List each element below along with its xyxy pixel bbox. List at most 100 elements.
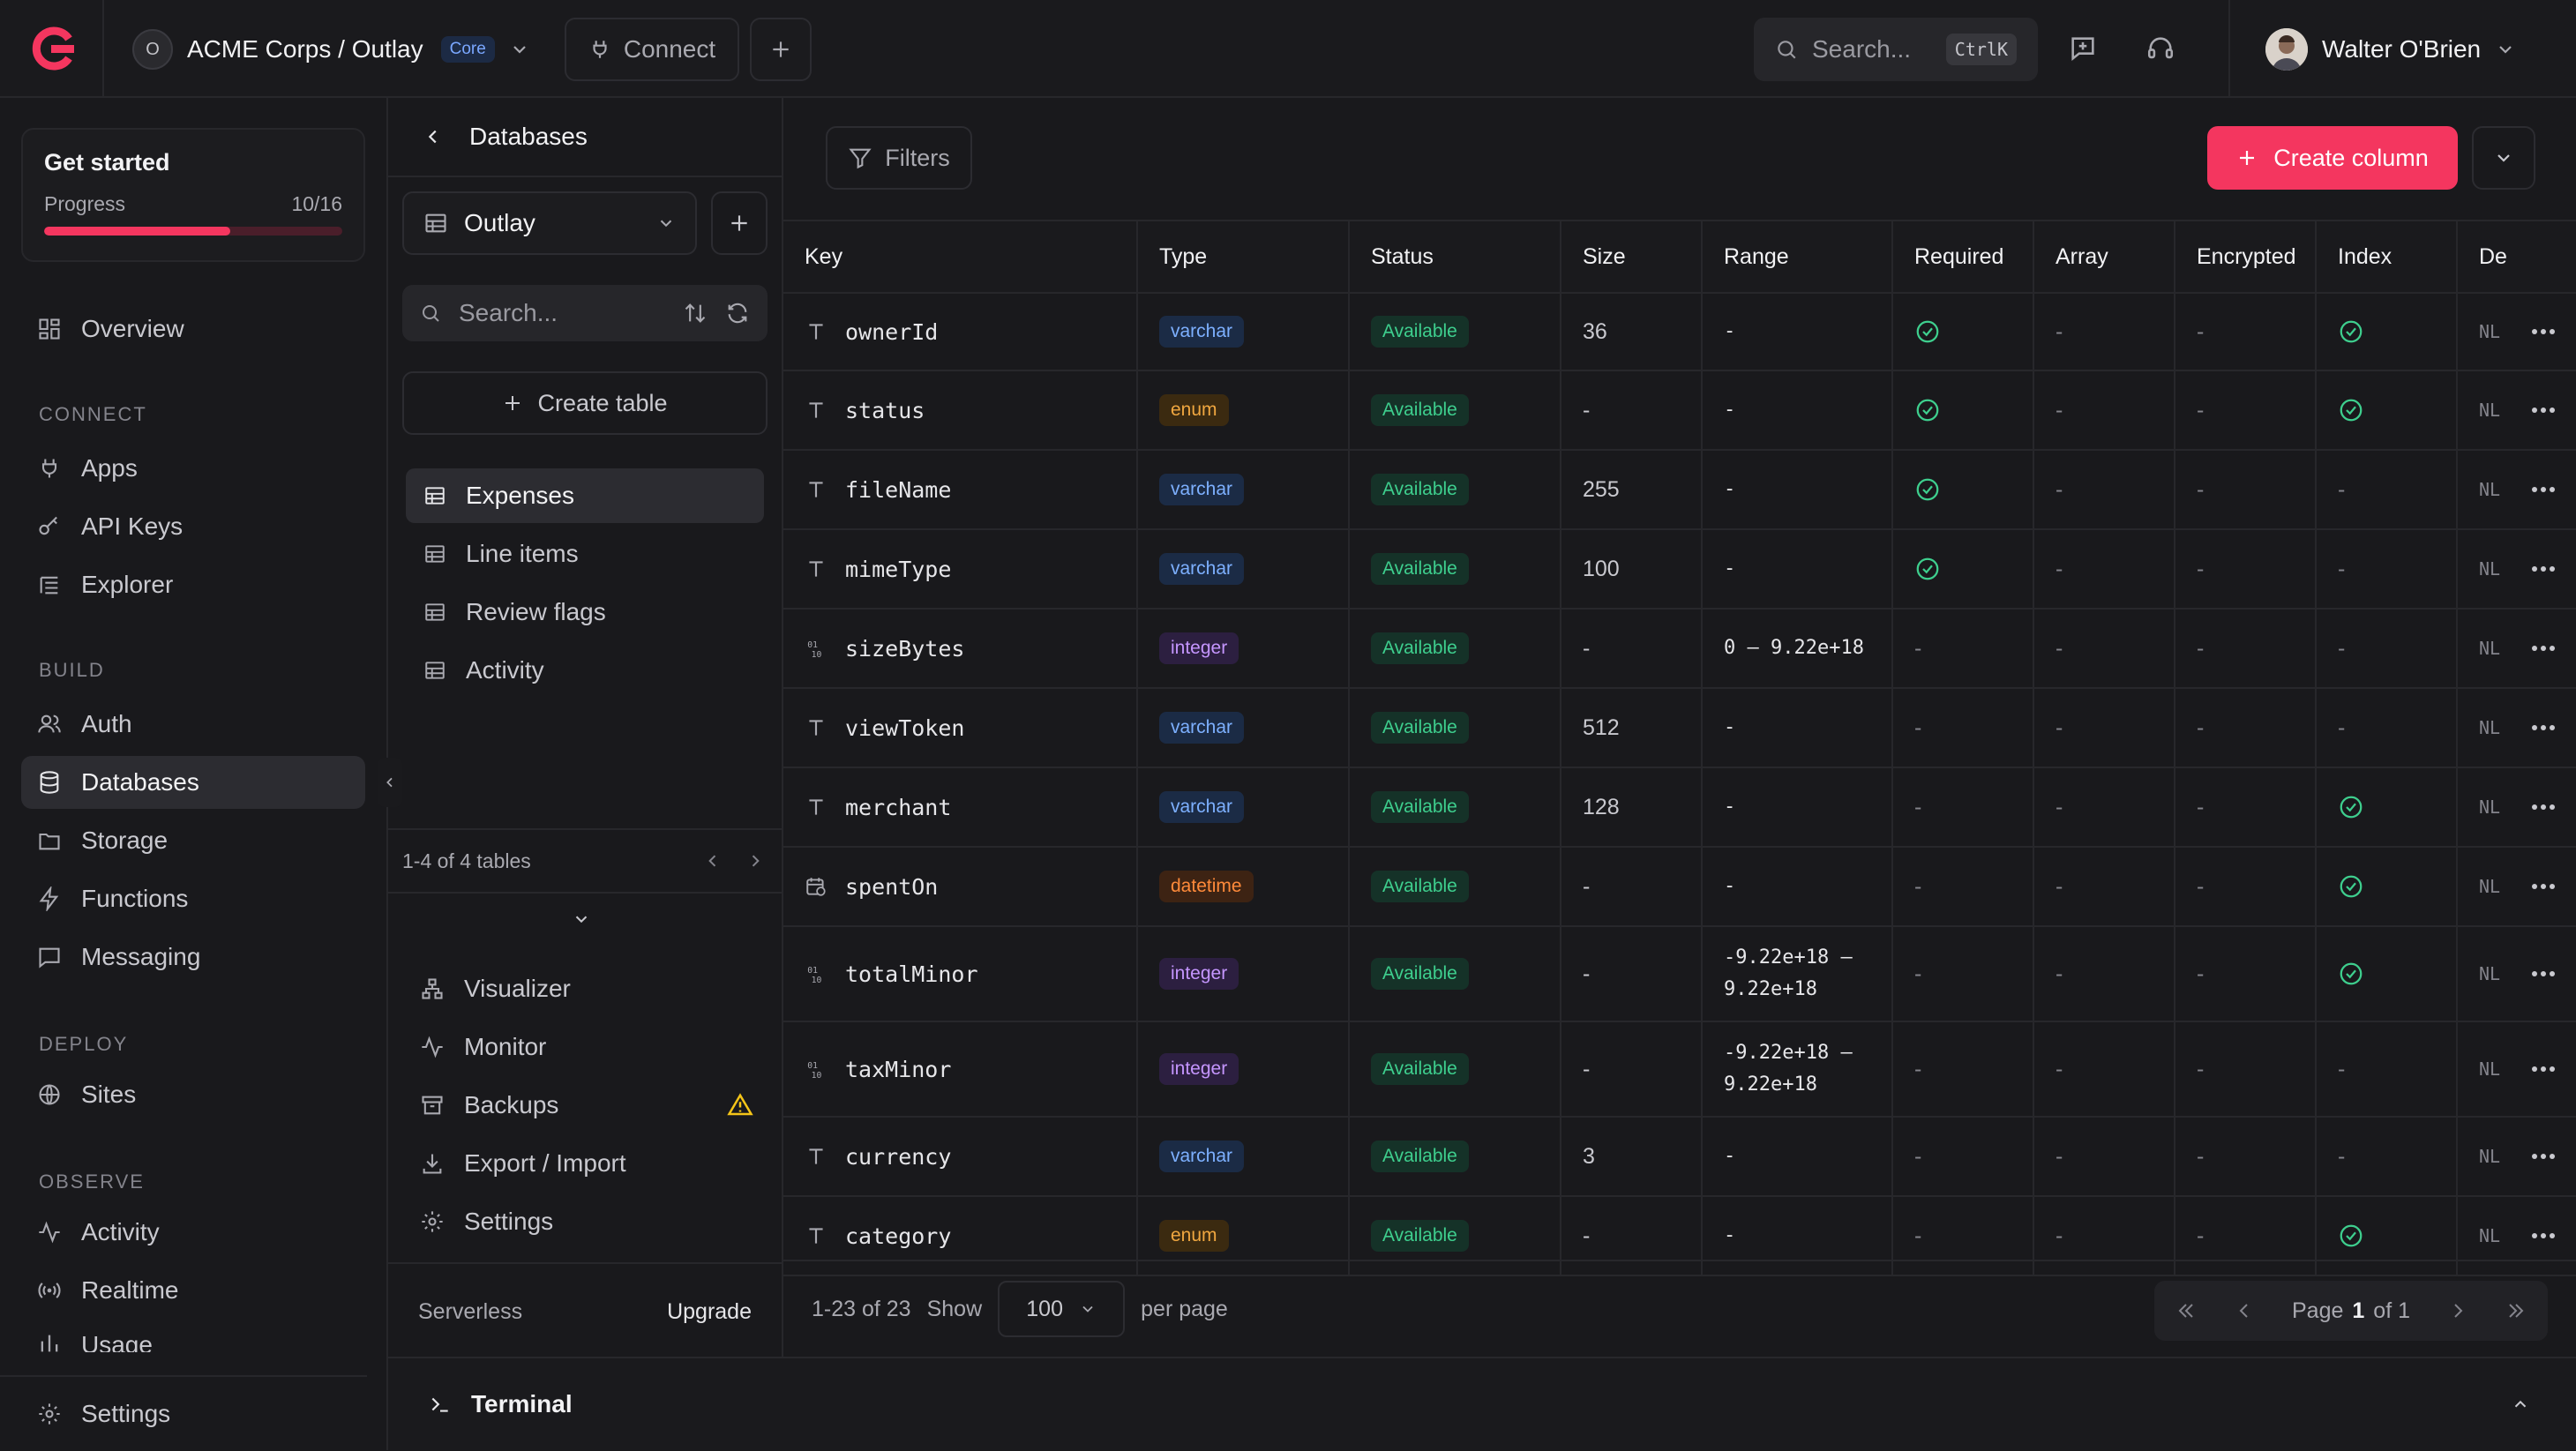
table-row[interactable]: spentOn datetime Available - - - - - NL: [783, 848, 2576, 927]
cell-key[interactable]: viewToken: [783, 689, 1138, 767]
header-array[interactable]: Array: [2034, 221, 2175, 292]
collapse-tools-chevron-icon[interactable]: [572, 909, 591, 929]
sidebar-item-storage[interactable]: Storage: [21, 814, 365, 867]
row-menu-icon[interactable]: [2518, 1197, 2557, 1275]
refresh-icon[interactable]: [725, 301, 750, 325]
back-chevron-icon[interactable]: [423, 127, 443, 146]
table-row[interactable]: merchant varchar Available 128 - - - - NL: [783, 768, 2576, 848]
support-button[interactable]: [2138, 26, 2183, 71]
table-row[interactable]: fileName varchar Available 255 - - - - NL: [783, 451, 2576, 530]
chevron-left-icon[interactable]: [704, 852, 722, 870]
cell-key[interactable]: currency: [783, 1118, 1138, 1195]
cell-key[interactable]: category: [783, 1197, 1138, 1275]
global-search[interactable]: Search... CtrlK: [1754, 18, 2038, 81]
sidebar-item-usage[interactable]: Usage: [21, 1322, 365, 1352]
create-column-menu-button[interactable]: [2472, 126, 2535, 190]
add-database-button[interactable]: [711, 191, 768, 255]
upgrade-link[interactable]: Upgrade: [667, 1298, 752, 1324]
header-encrypted[interactable]: Encrypted: [2175, 221, 2317, 292]
org-switcher[interactable]: O ACME Corps / Outlay Core: [132, 25, 530, 74]
table-row[interactable]: 01 10 totalMinor integer Available - -9.22e+18…: [783, 927, 2576, 1022]
last-page-icon[interactable]: [2505, 1300, 2527, 1321]
header-size[interactable]: Size: [1561, 221, 1703, 292]
header-status[interactable]: Status: [1350, 221, 1561, 292]
next-page-icon[interactable]: [2447, 1300, 2468, 1321]
tool-export-import[interactable]: Export / Import: [420, 1137, 764, 1190]
table-row[interactable]: currency varchar Available 3 - - - - - NL: [783, 1118, 2576, 1197]
sidebar-item-auth[interactable]: Auth: [21, 698, 365, 751]
add-button[interactable]: [750, 18, 812, 81]
tool-monitor[interactable]: Monitor: [420, 1021, 764, 1073]
row-menu-icon[interactable]: [2518, 1118, 2557, 1195]
row-menu-icon[interactable]: [2518, 371, 2557, 449]
sidebar-item-messaging[interactable]: Messaging: [21, 931, 365, 984]
connect-button[interactable]: Connect: [565, 18, 739, 81]
row-menu-icon[interactable]: [2518, 530, 2557, 608]
cell-key[interactable]: status: [783, 371, 1138, 449]
sort-icon[interactable]: [683, 301, 708, 325]
table-row[interactable]: category enum Available - - - - - NL: [783, 1197, 2576, 1276]
table-row[interactable]: 01 10 sizeBytes integer Available - 0 – 9.22e+…: [783, 610, 2576, 689]
header-required[interactable]: Required: [1893, 221, 2034, 292]
header-key[interactable]: Key: [783, 221, 1138, 292]
row-menu-icon[interactable]: [2518, 848, 2557, 925]
sidebar-item-api-keys[interactable]: API Keys: [21, 500, 365, 553]
row-menu-icon[interactable]: [2518, 451, 2557, 528]
collapse-sidebar-button[interactable]: [378, 758, 402, 807]
sidebar-item-functions[interactable]: Functions: [21, 872, 365, 925]
table-item-expenses[interactable]: Expenses: [406, 468, 764, 523]
row-menu-icon[interactable]: [2518, 1022, 2557, 1116]
terminal-bar[interactable]: Terminal: [388, 1357, 2576, 1450]
sidebar-item-apps[interactable]: Apps: [21, 442, 365, 495]
create-table-button[interactable]: Create table: [402, 371, 768, 435]
table-row[interactable]: mimeType varchar Available 100 - - - - NL: [783, 530, 2576, 610]
cell-key[interactable]: 01 10 taxMinor: [783, 1022, 1138, 1116]
sidebar-item-databases[interactable]: Databases: [21, 756, 365, 809]
table-row[interactable]: 01 10 taxMinor integer Available - -9.22e+18 –…: [783, 1022, 2576, 1118]
sidebar-item-realtime[interactable]: Realtime: [21, 1264, 365, 1317]
tool-settings[interactable]: Settings: [420, 1195, 764, 1248]
per-page-select[interactable]: 100: [998, 1281, 1126, 1337]
row-menu-icon[interactable]: [2518, 689, 2557, 767]
table-row[interactable]: viewToken varchar Available 512 - - - - - NL: [783, 689, 2576, 768]
prev-page-icon[interactable]: [2234, 1300, 2255, 1321]
create-column-button[interactable]: Create column: [2207, 126, 2458, 190]
header-type[interactable]: Type: [1138, 221, 1350, 292]
cell-key[interactable]: mimeType: [783, 530, 1138, 608]
feedback-button[interactable]: [2061, 26, 2105, 71]
cell-key[interactable]: merchant: [783, 768, 1138, 846]
table-item-review-flags[interactable]: Review flags: [406, 585, 764, 639]
table-item-activity[interactable]: Activity: [406, 643, 764, 698]
cell-key[interactable]: 01 10 sizeBytes: [783, 610, 1138, 687]
sidebar-item-sites[interactable]: Sites: [21, 1068, 365, 1121]
tool-backups[interactable]: Backups: [420, 1079, 764, 1132]
table-search-input[interactable]: Search...: [402, 285, 768, 341]
cell-key[interactable]: fileName: [783, 451, 1138, 528]
header-index[interactable]: Index: [2317, 221, 2458, 292]
user-menu[interactable]: Walter O'Brien: [2265, 23, 2516, 76]
row-menu-icon[interactable]: [2518, 610, 2557, 687]
tool-visualizer[interactable]: Visualizer: [420, 962, 764, 1015]
header-default[interactable]: De: [2479, 243, 2507, 269]
brand-logo-icon[interactable]: [28, 26, 78, 71]
get-started-card[interactable]: Get started Progress 10/16: [21, 128, 365, 262]
sidebar-item-explorer[interactable]: Explorer: [21, 558, 365, 611]
chevron-up-icon[interactable]: [2511, 1395, 2530, 1414]
sidebar-item-overview[interactable]: Overview: [21, 303, 365, 355]
first-page-icon[interactable]: [2175, 1300, 2197, 1321]
database-select[interactable]: Outlay: [402, 191, 697, 255]
table-row[interactable]: status enum Available - - - - NL: [783, 371, 2576, 451]
sidebar-item-activity[interactable]: Activity: [21, 1206, 365, 1259]
cell-key[interactable]: ownerId: [783, 294, 1138, 370]
table-item-line-items[interactable]: Line items: [406, 527, 764, 581]
cell-key[interactable]: spentOn: [783, 848, 1138, 925]
row-menu-icon[interactable]: [2518, 294, 2557, 370]
row-menu-icon[interactable]: [2518, 927, 2557, 1021]
sidebar-item-settings[interactable]: Settings: [0, 1375, 367, 1451]
table-row[interactable]: ownerId varchar Available 36 - - - NL: [783, 294, 2576, 371]
chevron-right-icon[interactable]: [746, 852, 764, 870]
header-range[interactable]: Range: [1703, 221, 1893, 292]
row-menu-icon[interactable]: [2518, 768, 2557, 846]
filters-button[interactable]: Filters: [826, 126, 972, 190]
cell-key[interactable]: 01 10 totalMinor: [783, 927, 1138, 1021]
